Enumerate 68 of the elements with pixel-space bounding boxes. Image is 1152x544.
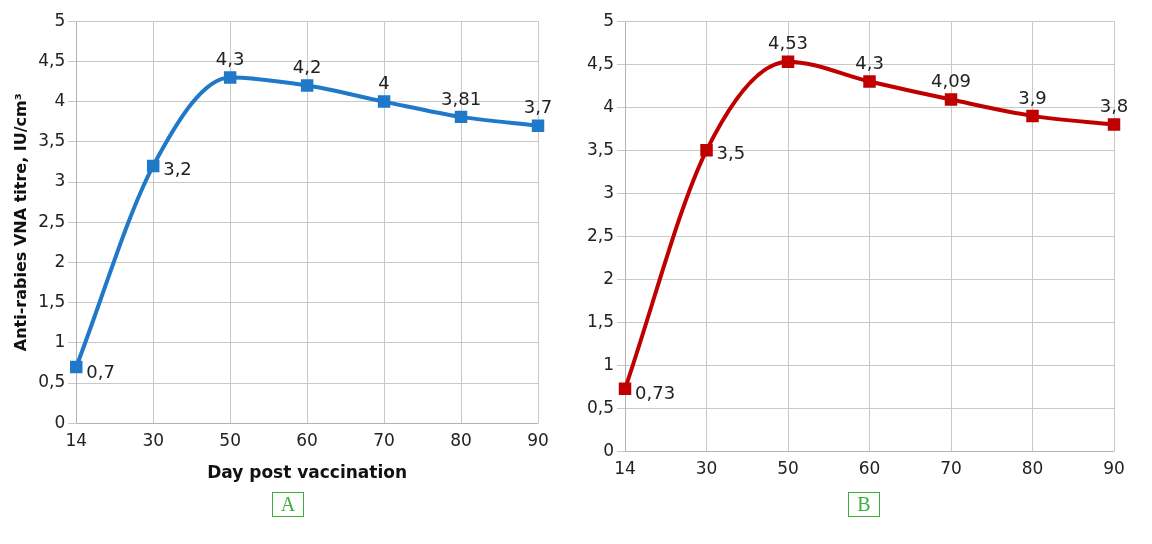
y-tick-label: 3 (603, 181, 615, 202)
point (223, 71, 237, 84)
y-tick-label: 0 (54, 411, 66, 432)
x-tick-label: 90 (1103, 458, 1125, 479)
y-tick-label: 0 (603, 440, 615, 461)
data-label: 4,09 (930, 70, 972, 92)
y-tick-label: 0,5 (38, 371, 66, 392)
y-tick-label: 1,5 (586, 310, 615, 331)
y-tick-label: 3 (54, 170, 66, 191)
x-axis-title: Day post vaccination (207, 462, 408, 483)
data-label: 4,3 (855, 52, 884, 74)
y-tick-label: 1 (603, 353, 615, 374)
point (863, 75, 876, 88)
x-tick-label: 70 (373, 429, 395, 450)
data-label: 3,8 (1099, 95, 1129, 117)
data-label: 3,9 (1018, 86, 1047, 108)
point (1026, 109, 1039, 123)
y-tick-label: 4,5 (38, 49, 66, 70)
point (531, 119, 545, 132)
point (146, 159, 160, 173)
y-tick-label: 4 (54, 90, 66, 111)
point (377, 95, 391, 108)
y-tick-label: 3,5 (38, 130, 66, 151)
x-tick-label: 50 (219, 429, 241, 450)
x-tick-label: 50 (777, 458, 799, 479)
data-label: 4,3 (215, 48, 245, 70)
point (1107, 118, 1121, 131)
data-label: 4,53 (767, 32, 809, 54)
y-tick-label: 5 (54, 9, 66, 30)
point (944, 93, 958, 106)
data-label: 3,81 (441, 87, 482, 109)
y-tick-label: 4 (603, 95, 615, 116)
x-tick-label: 60 (296, 429, 318, 450)
y-axis-title: Anti-rabies VNA titre, IU/cm³ (10, 93, 30, 352)
y-tick-label: 0,5 (586, 396, 615, 417)
x-tick-label: 14 (614, 458, 636, 479)
y-tick-label: 5 (603, 9, 615, 30)
y-tick-label: 2,5 (38, 210, 66, 231)
data-label: 3,7 (523, 96, 553, 118)
y-tick-label: 2,5 (586, 224, 615, 245)
y-tick-label: 3,5 (586, 138, 615, 159)
point (300, 79, 314, 92)
x-tick-label: 70 (940, 458, 962, 479)
text: A (271, 492, 305, 517)
data-label: 3,2 (163, 157, 192, 179)
x-tick-label: 80 (1021, 458, 1044, 479)
data-label: 4 (378, 72, 390, 94)
x-tick-label: 60 (858, 458, 881, 479)
x-tick-label: 30 (142, 429, 165, 450)
y-tick-label: 1,5 (38, 291, 66, 312)
point (700, 144, 713, 157)
y-tick-label: 2 (54, 250, 66, 271)
point (454, 110, 468, 124)
data-label: 3,5 (716, 141, 746, 163)
point (618, 382, 632, 395)
x-tick-label: 30 (695, 458, 718, 479)
y-tick-label: 1 (54, 331, 66, 352)
point (781, 55, 795, 68)
data-label: 0,7 (86, 360, 115, 382)
point (69, 360, 83, 374)
data-label: 0,73 (635, 382, 676, 404)
y-tick-label: 4,5 (586, 52, 615, 73)
x-tick-label: 90 (527, 429, 549, 450)
data-label: 4,2 (292, 56, 322, 78)
x-tick-label: 14 (65, 429, 88, 450)
x-tick-label: 80 (450, 429, 472, 450)
text: B (848, 492, 880, 517)
y-tick-label: 2 (603, 267, 615, 288)
